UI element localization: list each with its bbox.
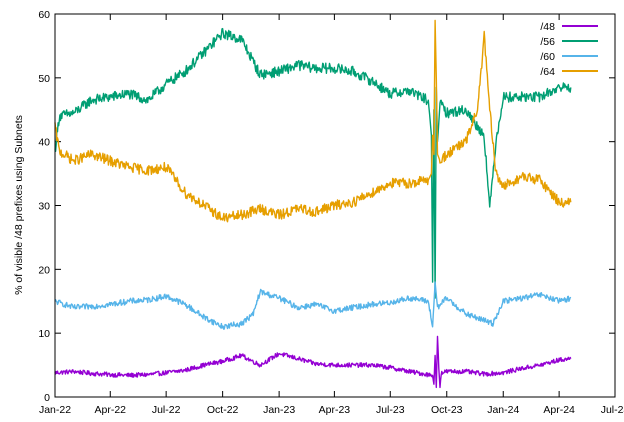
series-line — [54, 19, 572, 223]
plot-frame — [54, 13, 616, 398]
x-tick-label: Jul-22 — [152, 404, 181, 416]
x-tick-label: Apr-23 — [319, 404, 351, 416]
x-tick-label: Jul-24 — [601, 404, 624, 416]
y-tick-label: 60 — [38, 9, 50, 21]
series-line — [54, 281, 572, 330]
x-tick-label: Jan-23 — [263, 404, 295, 416]
x-tick-label: Oct-23 — [431, 404, 463, 416]
y-tick-label: 20 — [38, 264, 50, 276]
x-tick-label: Jul-23 — [376, 404, 405, 416]
series-line — [54, 27, 572, 299]
legend-label: /56 — [540, 36, 555, 48]
x-tick-label: Jan-22 — [39, 404, 71, 416]
y-axis-title: % of visible /48 prefixes using Subnets — [13, 115, 25, 295]
x-tick-label: Apr-24 — [543, 404, 575, 416]
y-tick-label: 50 — [38, 73, 50, 85]
legend-label: /60 — [540, 51, 555, 63]
y-tick-label: 40 — [38, 137, 50, 149]
legend: /48/56/60/64 — [540, 21, 598, 78]
legend-label: /64 — [540, 66, 555, 78]
legend-label: /48 — [540, 21, 555, 33]
x-tick-label: Oct-22 — [207, 404, 239, 416]
y-tick-label: 30 — [38, 201, 50, 213]
y-axis: 0 10 20 30 40 50 60 — [38, 9, 615, 404]
y-tick-label: 0 — [44, 392, 50, 404]
series-line — [54, 335, 572, 389]
x-tick-label: Apr-22 — [95, 404, 127, 416]
x-axis: Jan-22 Apr-22 Jul-22 Oct-22 Jan-23 Apr-23 Jul-… — [39, 14, 624, 416]
plot-area — [54, 19, 572, 389]
y-tick-label: 10 — [38, 328, 50, 340]
x-tick-label: Jan-24 — [487, 404, 519, 416]
